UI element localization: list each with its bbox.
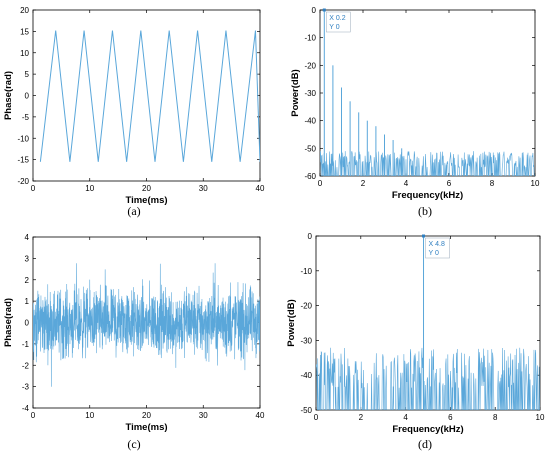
x-axis-label: Time(ms) [125,195,167,206]
y-tick-label: -4 [22,404,30,413]
panel-b: 0 2 4 6 8 10 -60 -50 -40 -30 -20 -10 0 Frequency(kHz)… [290,6,540,218]
x-tick-label: 10 [536,413,545,422]
data-tip-x: X 0.2 [329,15,345,22]
y-tick-label: 0 [308,232,313,241]
y-tick-label: -3 [22,383,30,392]
y-tick-label: -20 [304,61,316,70]
y-tick-label: 10 [20,49,29,58]
data-tip-box [425,237,450,259]
y-tick-label: 3 [25,254,30,263]
x-tick-label: 30 [199,411,208,420]
x-tick-label: 2 [361,179,366,188]
signal-trace [33,263,260,387]
panel-caption: (d) [418,437,432,451]
x-tick-label: 8 [490,179,495,188]
data-tip-marker [322,8,326,12]
data-tip-x: X 4.8 [429,241,445,248]
x-tick-label: 4 [404,179,409,188]
y-tick-label: -10 [300,267,312,276]
data-tip-box [326,11,351,33]
data-tip-y: Y 0 [429,250,439,257]
y-tick-label: -40 [300,371,312,380]
panel-caption: (b) [418,204,432,218]
x-tick-label: 0 [31,411,36,420]
y-tick-label: 1 [25,297,30,306]
y-tick-label: -50 [304,144,316,153]
x-tick-label: 0 [318,179,323,188]
x-tick-label: 4 [403,413,408,422]
x-axis-label: Time(ms) [125,422,167,433]
x-tick-label: 10 [85,184,94,193]
y-tick-label: 0 [312,6,317,15]
y-tick-label: 20 [20,6,29,15]
y-tick-label: -2 [22,361,30,370]
y-tick-label: -20 [17,177,29,186]
x-tick-label: 30 [199,184,208,193]
x-tick-label: 20 [142,411,151,420]
noise-floor-trace [320,151,535,176]
y-tick-label: -1 [22,340,30,349]
plot-frame [319,9,536,177]
y-axis-label: Power(dB) [286,299,297,347]
y-axis-label: Phase(rad) [3,298,14,347]
y-tick-label: -30 [300,336,312,345]
x-tick-label: 8 [493,413,498,422]
data-tip-y: Y 0 [329,24,339,31]
y-tick-label: -40 [304,117,316,126]
x-tick-label: 40 [256,411,265,420]
x-tick-label: 6 [447,179,452,188]
x-axis-label: Frequency(kHz) [392,424,463,435]
x-tick-label: 0 [314,413,319,422]
x-tick-label: 20 [142,184,151,193]
panel-c: 0 10 20 30 40 -4 -3 -2 -1 0 1 2 3 4 Time(ms) Phase(rad)… [3,233,265,451]
x-tick-label: 10 [531,179,540,188]
x-tick-label: 10 [85,411,94,420]
y-tick-label: -10 [304,34,316,43]
plot-frame [32,9,261,182]
x-axis-label: Frequency(kHz) [392,190,463,201]
y-tick-label: -30 [304,89,316,98]
x-tick-label: 0 [31,184,36,193]
panel-d: 0 2 4 6 8 10 -50 -40 -30 -20 -10 0 Frequency(kHz) Pow… [286,232,545,451]
y-axis-label: Power(dB) [290,69,301,117]
x-tick-label: 2 [359,413,364,422]
panel-caption: (c) [127,437,140,451]
series-line [39,30,260,162]
x-tick-label: 40 [256,184,265,193]
y-tick-label: 2 [25,276,30,285]
y-tick-label: -10 [17,134,29,143]
y-tick-label: 15 [20,27,29,36]
y-tick-label: -5 [22,113,30,122]
x-tick-label: 6 [448,413,453,422]
noise-floor-trace [316,347,540,410]
y-tick-label: 0 [25,92,30,101]
y-tick-label: 5 [25,70,30,79]
data-tip[interactable]: X 4.8 Y 0 [422,234,450,259]
y-tick-label: -15 [17,156,29,165]
y-axis-label: Phase(rad) [3,71,14,120]
y-tick-label: 0 [25,319,30,328]
data-tip[interactable]: X 0.2 Y 0 [322,8,351,33]
panel-caption: (a) [127,204,140,218]
data-tip-marker [422,234,426,238]
y-tick-label: -50 [300,406,312,415]
panel-a: 0 10 20 30 40 -20 -15 -10 -5 0 5 10 15 20 Time(ms) Phas… [3,6,265,218]
y-tick-label: 4 [25,233,30,242]
y-tick-label: -60 [304,172,316,181]
y-tick-label: -20 [300,302,312,311]
